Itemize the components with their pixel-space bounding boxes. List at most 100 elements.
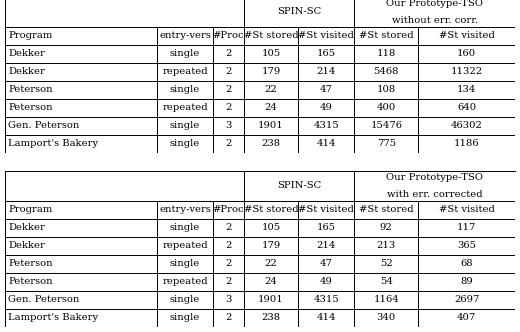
Text: 414: 414 xyxy=(317,139,336,148)
Text: single: single xyxy=(170,122,200,130)
Text: Dekker: Dekker xyxy=(8,241,45,251)
Text: #Proc: #Proc xyxy=(213,206,244,214)
Text: 2: 2 xyxy=(225,278,231,287)
Text: Dekker: Dekker xyxy=(8,67,45,76)
Text: 160: 160 xyxy=(457,49,476,58)
Text: 49: 49 xyxy=(320,278,333,287)
Text: single: single xyxy=(170,295,200,304)
Text: 24: 24 xyxy=(265,104,277,113)
Text: 47: 47 xyxy=(320,260,333,269)
Text: 214: 214 xyxy=(317,67,336,76)
Text: 15476: 15476 xyxy=(370,122,402,130)
Text: repeated: repeated xyxy=(162,67,208,76)
Text: #St stored: #St stored xyxy=(244,206,298,214)
Text: 105: 105 xyxy=(262,49,281,58)
Text: 3: 3 xyxy=(225,122,231,130)
Text: 2: 2 xyxy=(225,67,231,76)
Text: 238: 238 xyxy=(262,313,280,322)
Text: 5468: 5468 xyxy=(373,67,399,76)
Text: repeated: repeated xyxy=(162,241,208,251)
Text: 2: 2 xyxy=(225,86,231,95)
Text: 365: 365 xyxy=(457,241,476,251)
Text: 4315: 4315 xyxy=(314,295,339,304)
Text: repeated: repeated xyxy=(162,104,208,113)
Text: Lamport's Bakery: Lamport's Bakery xyxy=(8,313,98,322)
Text: 238: 238 xyxy=(262,139,280,148)
Text: 1186: 1186 xyxy=(454,139,479,148)
Text: Program: Program xyxy=(8,206,53,214)
Text: entry-vers: entry-vers xyxy=(159,206,211,214)
Text: 118: 118 xyxy=(376,49,396,58)
Text: 179: 179 xyxy=(262,241,281,251)
Text: 49: 49 xyxy=(320,104,333,113)
Text: Dekker: Dekker xyxy=(8,49,45,58)
Text: Program: Program xyxy=(8,32,53,41)
Text: #St visited: #St visited xyxy=(438,32,495,41)
Text: 165: 165 xyxy=(317,49,336,58)
Text: 775: 775 xyxy=(376,139,396,148)
Text: 52: 52 xyxy=(380,260,393,269)
Text: 2697: 2697 xyxy=(454,295,479,304)
Text: 3: 3 xyxy=(225,295,231,304)
Text: 2: 2 xyxy=(225,104,231,113)
Text: 414: 414 xyxy=(317,313,336,322)
Text: 4315: 4315 xyxy=(314,122,339,130)
Text: without err. corr.: without err. corr. xyxy=(392,16,478,25)
Text: 1901: 1901 xyxy=(258,295,284,304)
Text: 400: 400 xyxy=(376,104,396,113)
Text: 108: 108 xyxy=(376,86,396,95)
Text: 165: 165 xyxy=(317,223,336,232)
Text: 22: 22 xyxy=(265,86,277,95)
Text: Peterson: Peterson xyxy=(8,104,53,113)
Text: Our Prototype-TSO: Our Prototype-TSO xyxy=(386,173,483,182)
Text: 46302: 46302 xyxy=(451,122,483,130)
Text: entry-vers: entry-vers xyxy=(159,32,211,41)
Text: Lamport's Bakery: Lamport's Bakery xyxy=(8,139,98,148)
Text: 1901: 1901 xyxy=(258,122,284,130)
Text: repeated: repeated xyxy=(162,278,208,287)
Text: #St visited: #St visited xyxy=(298,206,354,214)
Text: #St visited: #St visited xyxy=(298,32,354,41)
Text: 24: 24 xyxy=(265,278,277,287)
Text: 640: 640 xyxy=(457,104,476,113)
Text: SPIN-SC: SPIN-SC xyxy=(277,182,321,191)
Text: 2: 2 xyxy=(225,313,231,322)
Text: 2: 2 xyxy=(225,49,231,58)
Text: 11322: 11322 xyxy=(450,67,483,76)
Text: single: single xyxy=(170,260,200,269)
Text: #St stored: #St stored xyxy=(244,32,298,41)
Text: #Proc: #Proc xyxy=(213,32,244,41)
Text: Peterson: Peterson xyxy=(8,260,53,269)
Text: 179: 179 xyxy=(262,67,281,76)
Text: single: single xyxy=(170,223,200,232)
Text: 92: 92 xyxy=(380,223,393,232)
Text: 54: 54 xyxy=(380,278,393,287)
Text: 2: 2 xyxy=(225,223,231,232)
Text: Our Prototype-TSO: Our Prototype-TSO xyxy=(386,0,483,8)
Text: with err. corrected: with err. corrected xyxy=(387,190,483,199)
Text: 105: 105 xyxy=(262,223,281,232)
Text: 89: 89 xyxy=(460,278,473,287)
Text: 47: 47 xyxy=(320,86,333,95)
Text: 213: 213 xyxy=(376,241,396,251)
Text: 340: 340 xyxy=(376,313,396,322)
Text: 134: 134 xyxy=(457,86,476,95)
Text: single: single xyxy=(170,139,200,148)
Text: 1164: 1164 xyxy=(373,295,399,304)
Text: single: single xyxy=(170,49,200,58)
Text: single: single xyxy=(170,313,200,322)
Text: #St stored: #St stored xyxy=(359,32,413,41)
Text: Peterson: Peterson xyxy=(8,278,53,287)
Text: #St stored: #St stored xyxy=(359,206,413,214)
Text: 407: 407 xyxy=(457,313,476,322)
Text: 2: 2 xyxy=(225,241,231,251)
Text: 214: 214 xyxy=(317,241,336,251)
Text: SPIN-SC: SPIN-SC xyxy=(277,8,321,17)
Text: 22: 22 xyxy=(265,260,277,269)
Text: 117: 117 xyxy=(457,223,476,232)
Text: Gen. Peterson: Gen. Peterson xyxy=(8,295,80,304)
Text: 2: 2 xyxy=(225,139,231,148)
Text: 2: 2 xyxy=(225,260,231,269)
Text: 68: 68 xyxy=(460,260,473,269)
Text: #St visited: #St visited xyxy=(438,206,495,214)
